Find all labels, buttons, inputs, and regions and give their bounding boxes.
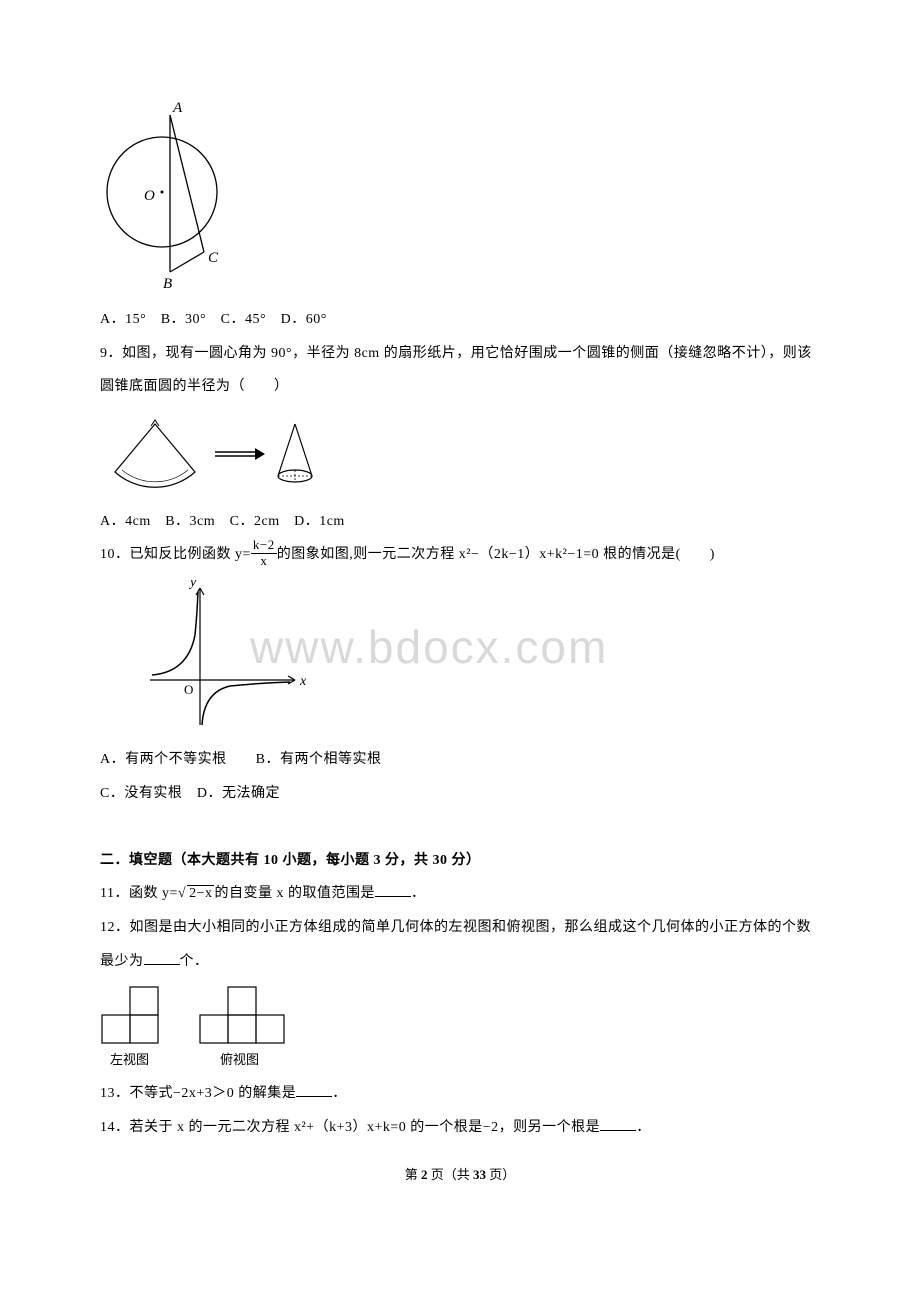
q13-main: 13．不等式−2x+3＞0 的解集是 [100,1086,296,1101]
label-O: O [144,188,155,204]
q10-options-cd: C．没有实根 D．无法确定 [100,777,820,811]
q11-prefix: 11．函数 y= [100,886,178,901]
blank [296,1082,332,1097]
q9-options: A．4cm B．3cm C．2cm D．1cm [100,505,820,539]
q14-text: 14．若关于 x 的一元二次方程 x²+（k+3）x+k=0 的一个根是−2，则… [100,1111,820,1145]
label-C: C [208,250,219,266]
frac-num: k−2 [251,538,277,553]
q13-text: 13．不等式−2x+3＞0 的解集是． [100,1077,820,1111]
q10-text: 10．已知反比例函数 y=k−2x的图象如图,则一元二次方程 x²−（2k−1）… [100,538,820,572]
label-A: A [172,100,183,116]
page-footer: 第 2 页（共 33 页） [100,1164,820,1183]
q11-text: 11．函数 y=√2−x的自变量 x 的取值范围是． [100,877,820,911]
blank [600,1116,636,1131]
q8-figure: A B C O [100,100,820,295]
q10-fraction: k−2x [251,538,277,568]
label-B: B [163,276,172,290]
footer-suffix: 页） [486,1167,515,1182]
q12-suffix: 个． [180,954,209,969]
svg-text:O: O [184,682,193,697]
q12-figure: 左视图 俯视图 [100,982,820,1077]
q8-options: A．15° B．30° C．45° D．60° [100,303,820,337]
footer-mid: 页（共 [427,1167,473,1182]
q12-text: 12．如图是由大小相同的小正方体组成的简单几何体的左视图和俯视图，那么组成这个几… [100,911,820,978]
q10-suffix: 的图象如图,则一元二次方程 x²−（2k−1）x+k²−1=0 根的情况是( ) [277,547,715,562]
q9-figure [100,412,820,497]
q10-options-ab: A．有两个不等实根 B．有两个相等实根 [100,743,820,777]
q11-radicand: 2−x [187,885,214,901]
top-view-label: 俯视图 [220,1052,259,1067]
frac-den: x [251,554,277,568]
q14-main: 14．若关于 x 的一元二次方程 x²+（k+3）x+k=0 的一个根是−2，则… [100,1120,600,1135]
footer-prefix: 第 [405,1167,421,1182]
q9-text: 9．如图，现有一圆心角为 90°，半径为 8cm 的扇形纸片，用它恰好围成一个圆… [100,337,820,404]
svg-text:y: y [188,580,197,590]
footer-total: 33 [473,1167,486,1182]
blank [375,882,411,897]
left-view-label: 左视图 [110,1052,149,1067]
q10-prefix: 10．已知反比例函数 y= [100,547,251,562]
q10-figure: y x O [140,580,820,735]
q11-suffix: 的自变量 x 的取值范围是 [214,886,375,901]
section2-header: 二．填空题（本大题共有 10 小题，每小题 3 分，共 30 分） [100,844,820,878]
svg-text:x: x [299,674,307,689]
blank [144,950,180,965]
